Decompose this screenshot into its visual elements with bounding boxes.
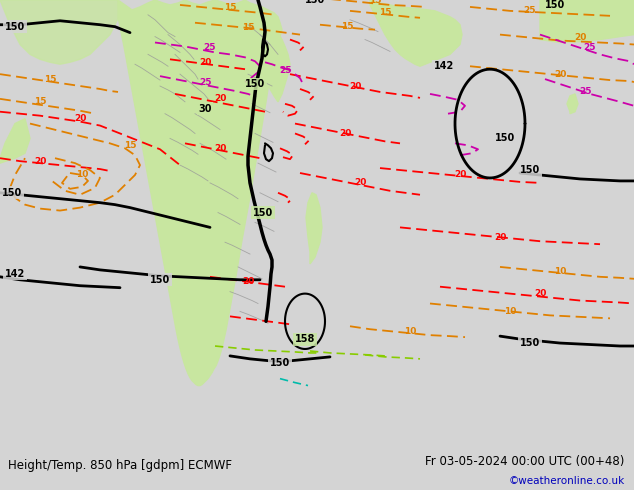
Text: 25: 25 <box>279 66 291 74</box>
Text: 15: 15 <box>124 141 136 150</box>
Text: 150: 150 <box>305 0 325 5</box>
Text: 20: 20 <box>454 171 466 179</box>
Text: 150: 150 <box>520 165 540 175</box>
Text: 150: 150 <box>5 22 25 32</box>
Text: 25: 25 <box>579 87 592 97</box>
Text: ©weatheronline.co.uk: ©weatheronline.co.uk <box>508 476 624 486</box>
Text: 25: 25 <box>198 77 211 87</box>
Text: 10: 10 <box>404 327 416 336</box>
Text: 25: 25 <box>584 43 596 52</box>
Polygon shape <box>0 0 120 64</box>
Text: 20: 20 <box>199 58 211 67</box>
Polygon shape <box>118 0 282 386</box>
Polygon shape <box>0 119 30 163</box>
Text: 15: 15 <box>242 23 254 32</box>
Text: 15: 15 <box>224 3 236 12</box>
Text: Height/Temp. 850 hPa [gdpm] ECMWF: Height/Temp. 850 hPa [gdpm] ECMWF <box>8 459 231 471</box>
Text: 150: 150 <box>2 188 22 198</box>
Text: 20: 20 <box>214 144 226 153</box>
Polygon shape <box>306 193 322 264</box>
Text: 20: 20 <box>494 233 506 242</box>
Text: 150: 150 <box>495 133 515 144</box>
Text: 20: 20 <box>339 129 351 138</box>
Text: 30: 30 <box>198 104 212 114</box>
Text: 20: 20 <box>74 114 86 123</box>
Text: Fr 03-05-2024 00:00 UTC (00+48): Fr 03-05-2024 00:00 UTC (00+48) <box>425 455 624 467</box>
Text: 20: 20 <box>554 70 566 79</box>
Text: 20: 20 <box>349 81 361 91</box>
Text: 20: 20 <box>34 157 46 166</box>
Text: 10: 10 <box>554 268 566 276</box>
Text: 142: 142 <box>5 269 25 279</box>
Text: 142: 142 <box>434 61 454 71</box>
Text: 25: 25 <box>204 43 216 52</box>
Text: 150: 150 <box>270 358 290 368</box>
Text: 150: 150 <box>545 0 565 10</box>
Text: 158: 158 <box>295 334 315 344</box>
Text: 20: 20 <box>574 33 586 42</box>
Text: 25: 25 <box>524 6 536 15</box>
Text: 15: 15 <box>340 22 353 31</box>
Text: 150: 150 <box>245 79 265 89</box>
Text: 20: 20 <box>354 178 366 187</box>
Text: 20: 20 <box>214 95 226 103</box>
Text: 15: 15 <box>44 74 56 84</box>
Polygon shape <box>540 0 634 43</box>
Polygon shape <box>262 23 290 102</box>
Text: 10: 10 <box>504 307 516 316</box>
Text: 15: 15 <box>34 98 46 106</box>
Text: 150: 150 <box>520 338 540 348</box>
Text: 10: 10 <box>76 171 88 179</box>
Text: 20: 20 <box>534 289 546 298</box>
Text: 15: 15 <box>378 8 391 17</box>
Polygon shape <box>370 0 462 66</box>
Text: 150: 150 <box>253 208 273 218</box>
Text: 20: 20 <box>242 277 254 286</box>
Polygon shape <box>567 94 578 114</box>
Text: 15: 15 <box>369 0 381 5</box>
Text: 150: 150 <box>150 275 170 285</box>
